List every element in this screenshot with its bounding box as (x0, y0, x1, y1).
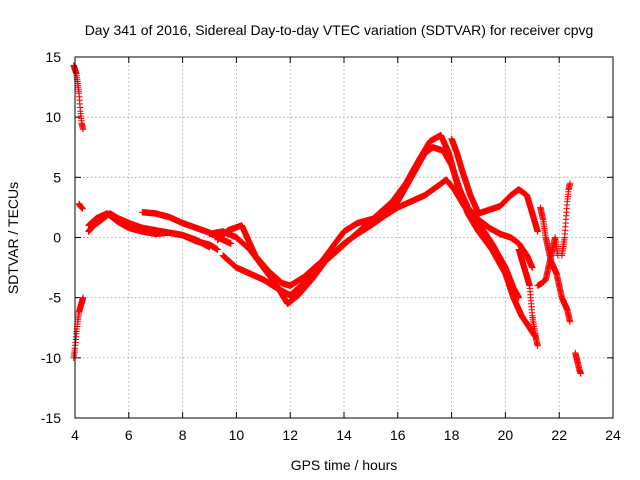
tick-labels: 4 6 8 10 12 14 16 18 20 22 24 -15 -10 -5 0 5 10 15 (41, 49, 621, 443)
y-tick-label: 0 (53, 230, 61, 246)
data-point-track (219, 144, 536, 299)
x-tick-label: 20 (498, 427, 514, 443)
y-axis-label: SDTVAR / TECUs (5, 182, 21, 294)
x-tick-label: 24 (605, 427, 621, 443)
plot-frame (74, 56, 614, 419)
y-tick-label: 15 (45, 49, 61, 65)
data-point-track (214, 176, 522, 301)
chart-title: Day 341 of 2016, Sidereal Day-to-day VTE… (85, 22, 594, 38)
y-tick-label: -10 (41, 350, 61, 366)
data-point-track (515, 246, 541, 349)
data-point-track (558, 180, 574, 259)
x-axis-label: GPS time / hours (291, 457, 398, 473)
x-tick-label: 14 (336, 427, 352, 443)
data-point-track (70, 62, 87, 133)
data-point-track (537, 204, 574, 325)
data-point-track (70, 294, 87, 361)
data-point-track (85, 210, 221, 253)
y-tick-label: -15 (41, 410, 61, 426)
x-tick-label: 18 (444, 427, 460, 443)
x-tick-label: 16 (390, 427, 406, 443)
y-tick-label: 5 (53, 169, 61, 185)
data-point-track (572, 349, 584, 377)
x-tick-label: 12 (282, 427, 298, 443)
x-tick-label: 6 (125, 427, 133, 443)
data-points (70, 62, 584, 377)
y-tick-label: -5 (49, 290, 62, 306)
x-tick-label: 8 (179, 427, 187, 443)
data-point-track (448, 135, 541, 235)
x-tick-label: 22 (551, 427, 567, 443)
x-tick-label: 10 (229, 427, 245, 443)
data-point-track (75, 200, 86, 212)
x-tick-label: 4 (71, 427, 79, 443)
y-tick-label: 10 (45, 109, 61, 125)
data-point-track (534, 234, 562, 289)
grid-lines (75, 57, 613, 418)
